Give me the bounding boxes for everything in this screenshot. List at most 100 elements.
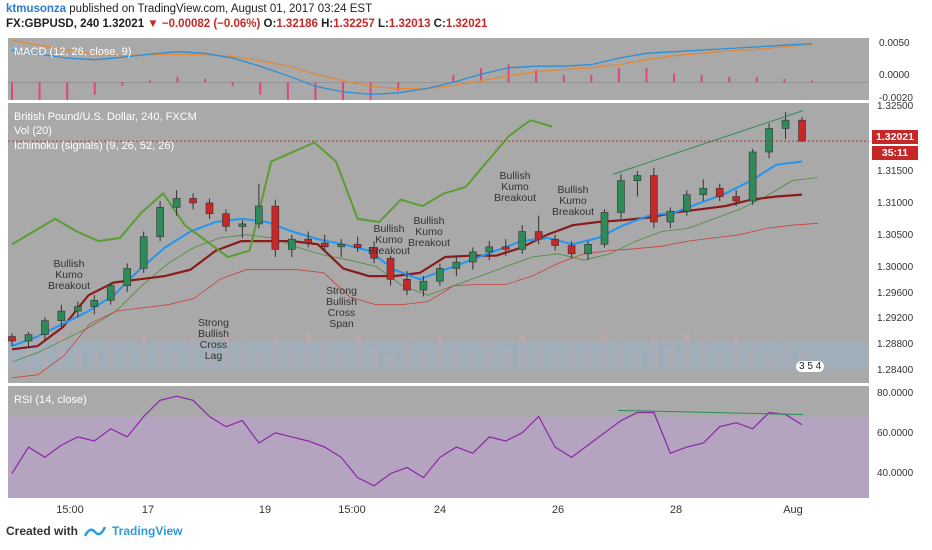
volume-bar (387, 355, 394, 369)
time-tick: 15:00 (338, 504, 366, 516)
rsi-axis: 80.0000 60.0000 40.0000 (869, 386, 932, 498)
candle-body (436, 268, 444, 282)
open-value: 1.32186 (276, 18, 318, 30)
rsi-plot (8, 395, 869, 498)
volume-bar (288, 347, 295, 369)
candle-body (452, 261, 461, 269)
candle-body (353, 243, 362, 248)
signal-label: Bullish Kumo Breakout (552, 184, 595, 218)
symbol-label: FX:GBPUSD, 240 (6, 18, 100, 30)
volume-bar (74, 345, 81, 369)
volume-bar (469, 354, 476, 369)
volume-bar (766, 355, 773, 369)
last-price: 1.32021 (102, 18, 145, 30)
macd-panel[interactable]: MACD (12, 26, close, 9) (8, 38, 869, 100)
candle-body (699, 187, 708, 195)
candle-body (24, 334, 33, 342)
volume-bar (667, 347, 674, 369)
rsi-panel[interactable]: RSI (14, close) (8, 386, 869, 498)
candle-body (403, 278, 411, 291)
candle-body (765, 128, 773, 153)
macd-line (11, 42, 813, 96)
volume-bar (486, 340, 493, 369)
candle-body (469, 251, 477, 263)
candle-body (534, 231, 543, 240)
candle-body (633, 175, 642, 181)
price-tick: 1.31000 (877, 198, 914, 209)
candle-body (8, 336, 16, 342)
volume-bar (617, 343, 624, 369)
volume-bar (683, 333, 690, 369)
last-price-tag: 1.32021 (872, 130, 918, 144)
publish-line: ktmusonza published on TradingView.com, … (6, 2, 487, 17)
price-tick: 1.31500 (877, 166, 914, 177)
candle-body (584, 243, 592, 255)
author-name[interactable]: ktmusonza (6, 3, 67, 15)
ichimoku-title: Ichimoku (signals) (9, 26, 52, 26) (14, 140, 175, 152)
price-tick: 1.32500 (877, 101, 914, 112)
volume-bar (453, 345, 460, 369)
volume-title: Vol (20) (14, 125, 52, 137)
trend-line (612, 110, 804, 175)
open-label: O: (263, 18, 277, 30)
volume-bar (58, 336, 65, 369)
price-axis: 1.32500 1.31500 1.31000 1.30500 1.30000 … (869, 101, 932, 383)
signal-label: Strong Bullish Cross Span (326, 285, 357, 330)
volume-bar (799, 350, 805, 369)
macd-tick: 0.0050 (879, 38, 910, 49)
macd-tick: 0.0000 (879, 70, 910, 81)
tradingview-logo-icon (84, 526, 107, 537)
volume-bar (519, 335, 526, 369)
volume-bar (782, 341, 789, 369)
volume-bar (634, 352, 641, 369)
candle-body (617, 180, 625, 213)
time-tick: Aug (783, 504, 803, 516)
volume-bar (601, 334, 608, 369)
candle-body (337, 243, 345, 248)
candle-body (205, 202, 214, 215)
price-tick: 1.28800 (877, 339, 914, 350)
candle-body (255, 205, 263, 225)
candle-body (666, 210, 675, 223)
candle-body (139, 236, 148, 269)
price-panel[interactable]: British Pound/U.S. Dollar, 240, FXCM Vol… (8, 103, 869, 383)
volume-bar (371, 346, 378, 369)
high-label: H: (321, 18, 334, 30)
price-tick: 1.30000 (877, 262, 914, 273)
close-value: 1.32021 (445, 18, 488, 30)
price-tick: 1.29600 (877, 288, 914, 299)
candle-body (74, 306, 82, 312)
rsi-band (8, 416, 869, 498)
volume-ma-area (8, 341, 869, 369)
rsi-line (11, 395, 803, 487)
volume-bar (272, 338, 279, 369)
high-value: 1.32257 (333, 18, 375, 30)
volume-bar (157, 344, 164, 369)
time-tick: 26 (551, 504, 565, 516)
candle-body (650, 175, 658, 223)
volume-bar (585, 348, 592, 369)
candle-body (106, 285, 115, 301)
candle-body (156, 207, 164, 237)
candle-body (172, 198, 181, 208)
volume-bar (436, 336, 443, 369)
price-tick: 1.30500 (877, 230, 914, 241)
volume-bar (404, 341, 410, 369)
time-tick: 19 (258, 504, 272, 516)
candle-body (222, 213, 230, 227)
candle-body (386, 257, 395, 280)
candle-body (189, 198, 197, 204)
candle-body (287, 238, 296, 250)
time-tick: 15:00 (56, 504, 84, 516)
volume-bar (173, 353, 180, 369)
brand-link[interactable]: TradingView (112, 524, 183, 538)
event-marker[interactable]: 3 5 4 (796, 361, 825, 372)
rsi-title: RSI (14, close) (14, 394, 87, 406)
price-tick: 1.28400 (877, 365, 914, 376)
created-with-text: Created with (6, 524, 79, 538)
candle-body (123, 268, 132, 286)
volume-bar (305, 333, 312, 369)
candle-body (551, 238, 559, 246)
volume-bar (321, 342, 328, 369)
candle-body (715, 187, 724, 197)
